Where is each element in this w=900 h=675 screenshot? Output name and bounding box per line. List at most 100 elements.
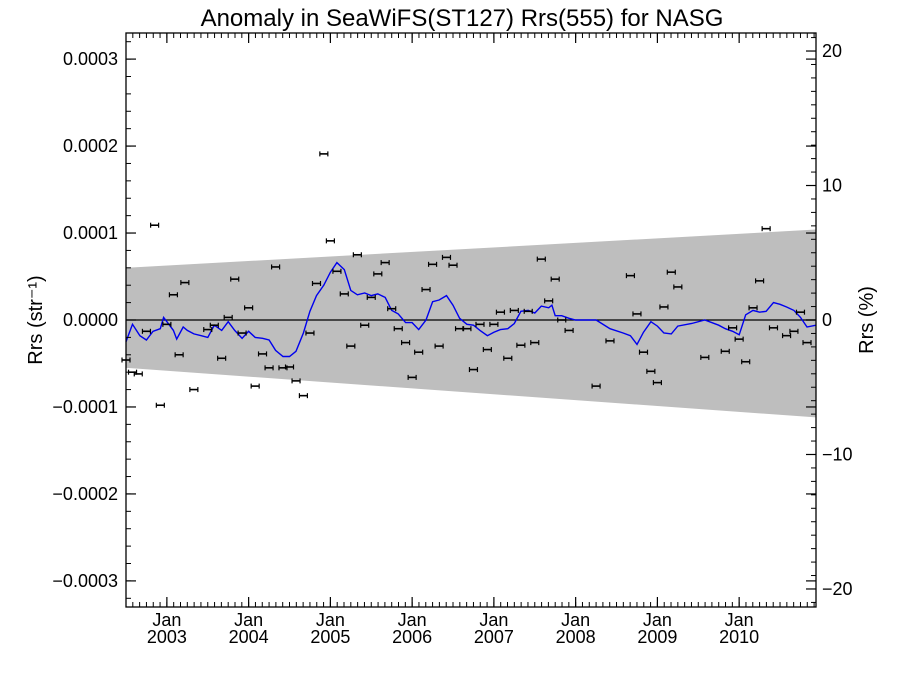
data-point (536, 256, 546, 262)
data-point (168, 292, 179, 298)
data-point (659, 304, 669, 310)
data-point (264, 365, 274, 371)
data-point (305, 330, 315, 336)
x-tick-year-label: 2010 (719, 627, 759, 647)
uncertainty-band (126, 229, 816, 418)
data-point (250, 383, 260, 389)
data-point (380, 260, 390, 266)
data-point (257, 351, 268, 357)
data-point (223, 314, 233, 320)
x-tick-month-label: Jan (479, 610, 508, 630)
x-tick-month-label: Jan (643, 610, 672, 630)
data-point (434, 343, 444, 349)
data-point (550, 276, 560, 282)
data-point (516, 342, 526, 348)
y-right-tick-label: 10 (822, 176, 842, 196)
data-point (407, 374, 417, 380)
data-point (387, 306, 397, 312)
data-point (605, 338, 615, 344)
data-point (530, 340, 540, 346)
data-point (768, 325, 779, 331)
data-point (482, 347, 492, 353)
data-point (557, 317, 567, 323)
data-point (346, 343, 356, 349)
y-axis-right-label: Rrs (%) (856, 286, 878, 354)
x-tick-month-label: Jan (316, 610, 345, 630)
data-point (591, 383, 601, 389)
y-right-tick-label: −20 (822, 579, 853, 599)
y-left-tick-label: 0.0003 (63, 49, 118, 69)
data-point (133, 371, 143, 377)
data-point (666, 269, 676, 275)
data-point (795, 309, 806, 315)
data-point (319, 151, 329, 157)
y-left-tick-label: 0.0000 (63, 310, 118, 330)
data-point (523, 308, 533, 314)
data-point (298, 393, 309, 399)
data-point (441, 254, 452, 260)
data-point (150, 222, 160, 228)
data-point (781, 333, 792, 339)
y-right-tick-label: 20 (822, 41, 842, 61)
y-left-tick-label: 0.0002 (63, 136, 118, 156)
x-tick-month-label: Jan (725, 610, 754, 630)
data-point (180, 280, 190, 286)
data-point (217, 355, 227, 361)
data-point (414, 349, 424, 355)
x-tick-year-label: 2003 (147, 627, 187, 647)
data-point (448, 262, 458, 268)
data-point (509, 307, 519, 313)
data-point (141, 328, 152, 334)
x-tick-year-label: 2008 (556, 627, 596, 647)
data-point (284, 364, 295, 370)
running-mean-line (125, 261, 817, 358)
data-point (230, 276, 240, 282)
data-point (373, 271, 383, 277)
y-left-tick-label: −0.0001 (52, 397, 118, 417)
data-point (421, 287, 431, 293)
data-point (311, 280, 322, 286)
data-point (489, 321, 499, 327)
data-point (189, 387, 199, 393)
data-point (802, 340, 812, 346)
data-point (544, 298, 554, 304)
x-tick-year-label: 2006 (392, 627, 432, 647)
y-left-tick-label: −0.0003 (52, 571, 118, 591)
data-point (400, 340, 411, 346)
data-point (748, 305, 758, 311)
data-point (503, 355, 513, 361)
data-point (162, 321, 172, 327)
data-point (237, 330, 247, 336)
x-tick-month-label: Jan (561, 610, 590, 630)
data-point (332, 268, 342, 274)
data-point (625, 273, 636, 279)
data-point (564, 327, 574, 333)
chart-title: Anomaly in SeaWiFS(ST127) Rrs(555) for N… (201, 5, 724, 32)
plot-area: 0.0003 0.0002 0.0001 0.0000 −0.0001 −0.0002 −0… (52, 32, 853, 647)
data-point (646, 368, 656, 374)
data-point (291, 378, 301, 384)
x-tick-year-label: 2004 (229, 627, 269, 647)
y-right-tick-label: −10 (822, 444, 853, 464)
y-axis-left-label: Rrs (str⁻¹) (25, 275, 47, 364)
x-tick-year-label: 2005 (310, 627, 350, 647)
data-point (728, 325, 738, 331)
data-point (741, 359, 751, 365)
data-point (393, 326, 403, 332)
data-point (271, 264, 281, 270)
data-point (475, 321, 485, 327)
data-point (339, 291, 349, 297)
x-tick-month-label: Jan (234, 610, 263, 630)
data-point (155, 402, 165, 408)
x-tick-year-label: 2007 (474, 627, 514, 647)
data-point (366, 294, 376, 300)
data-point (632, 311, 642, 317)
data-point (325, 238, 335, 244)
data-point (720, 348, 730, 354)
data-point (761, 226, 771, 232)
data-point (673, 284, 683, 290)
data-point (754, 278, 765, 284)
data-point (462, 326, 472, 332)
data-point (209, 322, 219, 328)
